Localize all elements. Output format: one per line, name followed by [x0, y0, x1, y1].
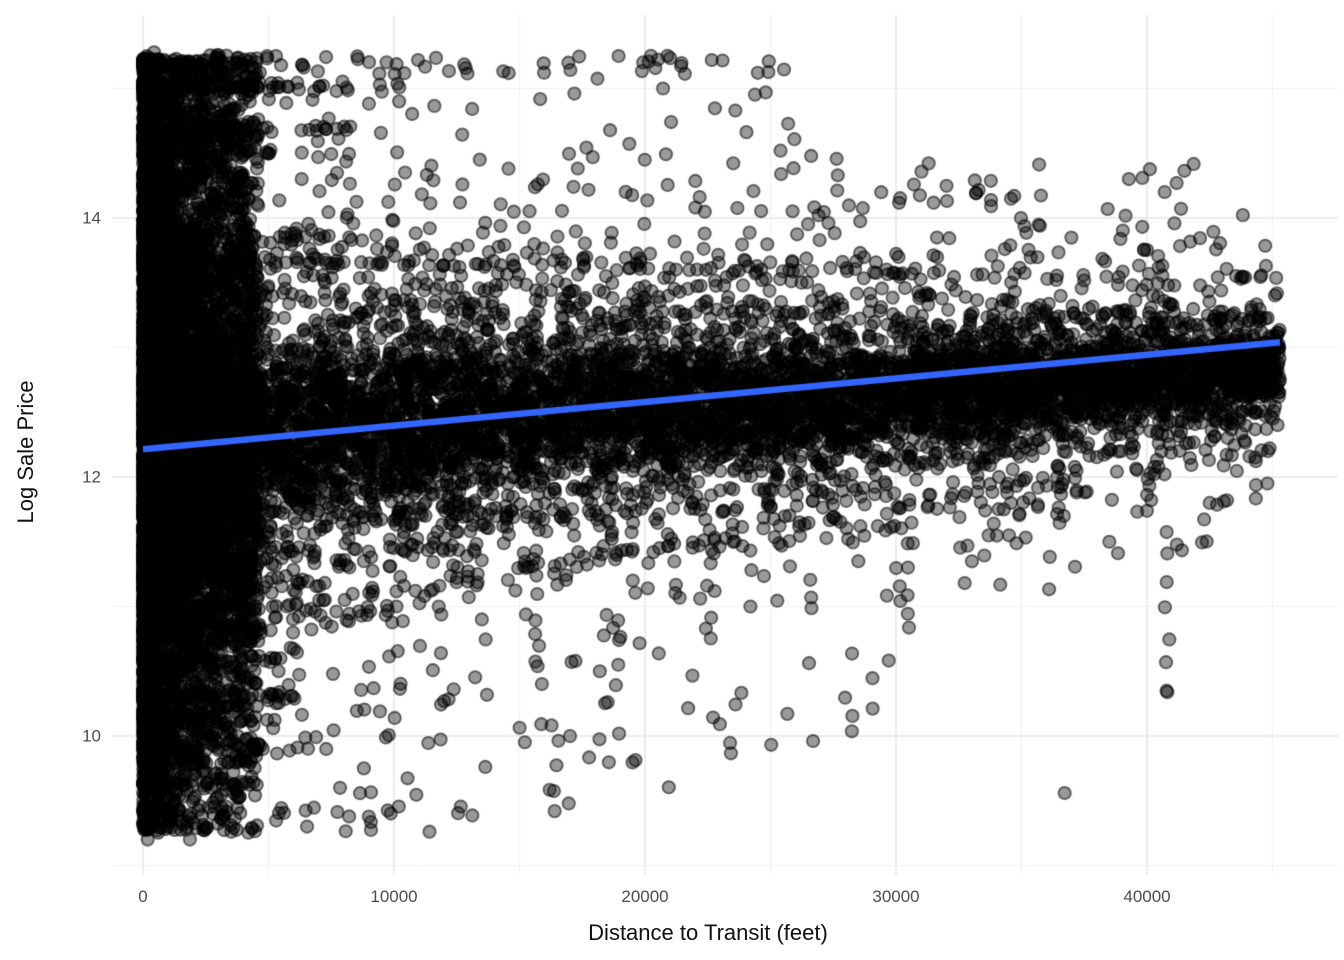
y-tick-label: 10	[82, 726, 101, 746]
x-tick-label: 20000	[621, 887, 669, 906]
x-axis-title: Distance to Transit (feet)	[588, 920, 828, 945]
x-tick-label: 0	[138, 887, 148, 906]
x-tick-label: 30000	[872, 887, 920, 906]
x-tick-label: 40000	[1123, 887, 1171, 906]
y-tick-label: 14	[82, 208, 101, 228]
y-axis-title: Log Sale Price	[13, 380, 38, 524]
y-tick-label: 12	[82, 467, 101, 487]
x-tick-label: 10000	[370, 887, 418, 906]
